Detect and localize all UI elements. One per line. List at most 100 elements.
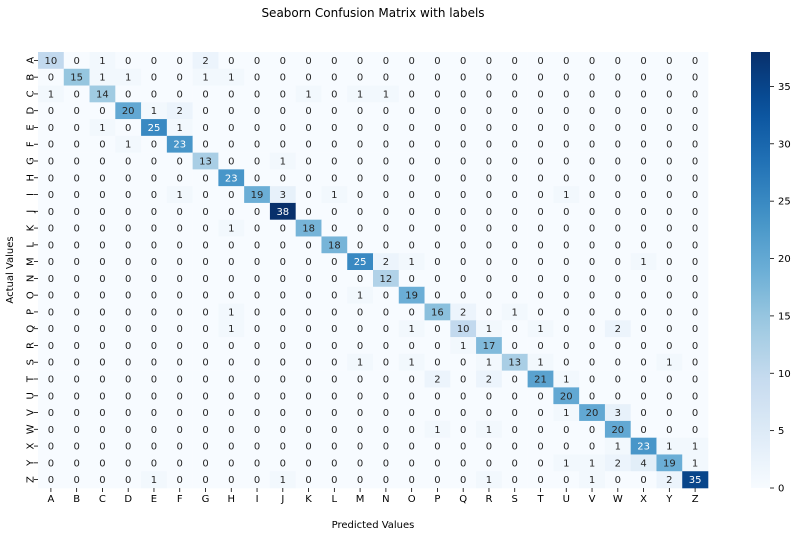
heatmap-cell [501,68,528,86]
heatmap-cell [553,85,580,103]
heatmap-cell [141,337,168,355]
cell-value-label: 0 [383,190,389,201]
heatmap-cell [630,471,657,489]
heatmap-cell [89,353,116,371]
y-tick-label: S [26,359,37,365]
cell-value-label: 0 [73,358,79,369]
heatmap-cell [166,320,193,338]
cell-value-label: 0 [589,73,595,84]
cell-value-label: 0 [99,391,105,402]
cell-value-label: 0 [666,408,672,419]
cell-value-label: 1 [589,458,595,469]
cell-value-label: 0 [460,442,466,453]
heatmap-cell [295,286,322,304]
heatmap-cell [141,152,168,170]
heatmap-cell [63,353,90,371]
cell-value-label: 0 [692,425,698,436]
heatmap-cell [398,303,425,321]
cell-value-label: 0 [537,274,543,285]
heatmap-cell [424,353,451,371]
cell-value-label: 0 [383,425,389,436]
heatmap-cell [192,202,219,220]
cell-value-label: 0 [202,106,208,117]
cell-value-label: 0 [228,442,234,453]
cell-value-label: 0 [73,240,79,251]
heatmap-cell [604,236,631,254]
cell-value-label: 1 [486,475,492,486]
heatmap-cell [424,236,451,254]
heatmap-cell [295,420,322,438]
cell-value-label: 0 [177,375,183,386]
cell-value-label: 0 [615,56,621,67]
heatmap-cell [656,420,683,438]
cell-value-label: 0 [486,123,492,134]
cell-value-label: 1 [408,324,414,335]
cell-value-label: 1 [357,291,363,302]
heatmap-cell [269,202,296,220]
cell-value-label: 1 [563,408,569,419]
cell-value-label: 0 [202,89,208,100]
heatmap-cell [38,236,65,254]
cell-value-label: 0 [280,106,286,117]
cell-value-label: 0 [512,207,518,218]
heatmap-cell [450,219,477,237]
cell-value-label: 0 [640,207,646,218]
cell-value-label: 0 [48,257,54,268]
heatmap-cell [166,169,193,187]
cell-value-label: 0 [202,458,208,469]
cell-value-label: 1 [486,358,492,369]
cell-value-label: 0 [48,341,54,352]
heatmap-cell [527,303,554,321]
cell-value-label: 0 [357,375,363,386]
heatmap-cell [579,253,606,271]
x-tick-label: Y [665,494,673,505]
cell-value-label: 0 [228,458,234,469]
cell-value-label: 0 [73,324,79,335]
heatmap-cell [501,85,528,103]
cell-value-label: 0 [125,224,131,235]
heatmap-cell [295,152,322,170]
heatmap-cell [476,119,503,137]
heatmap-cell [450,85,477,103]
heatmap-cell [527,270,554,288]
cell-value-label: 0 [692,240,698,251]
heatmap-cell [269,236,296,254]
heatmap-cell [89,85,116,103]
cell-value-label: 0 [48,358,54,369]
cell-value-label: 0 [73,458,79,469]
heatmap-cell [682,286,709,304]
heatmap-cell [604,420,631,438]
heatmap-cell [553,52,580,70]
cell-value-label: 0 [692,257,698,268]
cell-value-label: 0 [254,89,260,100]
heatmap-cell [450,353,477,371]
cell-value-label: 0 [563,56,569,67]
cell-value-label: 0 [486,190,492,201]
heatmap-cell [141,85,168,103]
heatmap-cell [527,236,554,254]
cell-value-label: 0 [512,89,518,100]
cell-value-label: 0 [434,291,440,302]
cell-value-label: 0 [202,291,208,302]
cell-value-label: 0 [589,358,595,369]
cell-value-label: 1 [357,358,363,369]
heatmap-cell [218,437,245,455]
heatmap-cell [166,437,193,455]
cell-value-label: 0 [357,224,363,235]
heatmap-cell [141,169,168,187]
heatmap-cell [527,202,554,220]
cell-value-label: 0 [692,391,698,402]
heatmap-cell [63,337,90,355]
heatmap-cell [527,152,554,170]
heatmap-cell [295,236,322,254]
heatmap-cell [89,404,116,422]
cell-value-label: 0 [73,341,79,352]
cell-value-label: 1 [563,190,569,201]
cell-value-label: 0 [408,274,414,285]
heatmap-cell [424,102,451,120]
cell-value-label: 0 [280,458,286,469]
heatmap-cell [347,253,374,271]
cell-value-label: 0 [666,224,672,235]
heatmap-cell [553,68,580,86]
cell-value-label: 0 [48,224,54,235]
